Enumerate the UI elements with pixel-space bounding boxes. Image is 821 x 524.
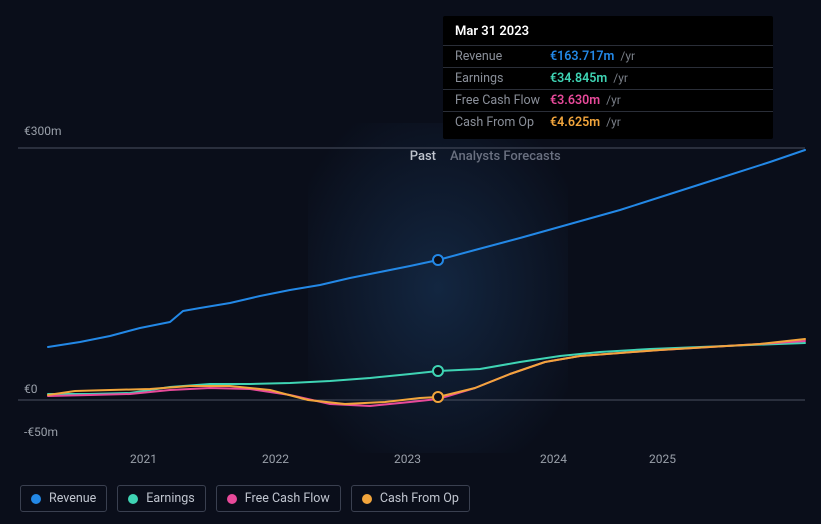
legend: Revenue Earnings Free Cash Flow Cash From O… (20, 485, 470, 512)
tooltip-row-label: Free Cash Flow (455, 93, 550, 108)
tooltip-row: Free Cash Flow€3.630m/yr (443, 89, 773, 111)
chart-container: Past Analysts Forecasts €300m €0 -€50m 202… (0, 0, 821, 524)
hover-tooltip: Mar 31 2023 Revenue€163.717m/yrEarnings€… (443, 16, 773, 139)
forecast-label: Analysts Forecasts (450, 149, 561, 164)
tooltip-row: Revenue€163.717m/yr (443, 45, 773, 67)
tooltip-row: Cash From Op€4.625m/yr (443, 111, 773, 133)
y-tick-label: €0 (24, 382, 38, 396)
tooltip-row-unit: /yr (606, 115, 621, 129)
tooltip-row-label: Revenue (455, 49, 550, 64)
tooltip-row-unit: /yr (606, 93, 621, 107)
x-tick-label: 2025 (649, 452, 676, 466)
tooltip-row-label: Earnings (455, 71, 550, 86)
x-tick-label: 2024 (540, 452, 567, 466)
legend-label: Cash From Op (380, 491, 459, 506)
y-tick-label: €300m (24, 124, 62, 138)
legend-swatch (128, 494, 138, 504)
y-tick-label: -€50m (24, 425, 58, 439)
tooltip-row-value: €163.717m (550, 49, 614, 64)
tooltip-row: Earnings€34.845m/yr (443, 67, 773, 89)
past-label: Past (410, 149, 436, 164)
legend-label: Earnings (146, 491, 194, 506)
tooltip-row-label: Cash From Op (455, 115, 550, 130)
x-tick-label: 2021 (130, 452, 157, 466)
legend-swatch (362, 494, 372, 504)
legend-swatch (227, 494, 237, 504)
past-label-text: Past (410, 149, 436, 164)
legend-label: Revenue (49, 491, 96, 506)
tooltip-row-unit: /yr (613, 71, 628, 85)
tooltip-row-value: €3.630m (550, 93, 600, 108)
legend-item-cfo[interactable]: Cash From Op (351, 485, 470, 512)
tooltip-row-value: €4.625m (550, 115, 600, 130)
legend-label: Free Cash Flow (245, 491, 330, 506)
forecast-label-text: Analysts Forecasts (450, 149, 561, 164)
x-tick-label: 2023 (394, 452, 421, 466)
legend-item-earnings[interactable]: Earnings (117, 485, 205, 512)
tooltip-row-unit: /yr (620, 49, 635, 63)
legend-item-revenue[interactable]: Revenue (20, 485, 107, 512)
legend-item-fcf[interactable]: Free Cash Flow (216, 485, 341, 512)
tooltip-row-value: €34.845m (550, 71, 607, 86)
tooltip-date: Mar 31 2023 (443, 22, 773, 45)
legend-swatch (31, 494, 41, 504)
x-tick-label: 2022 (262, 452, 289, 466)
